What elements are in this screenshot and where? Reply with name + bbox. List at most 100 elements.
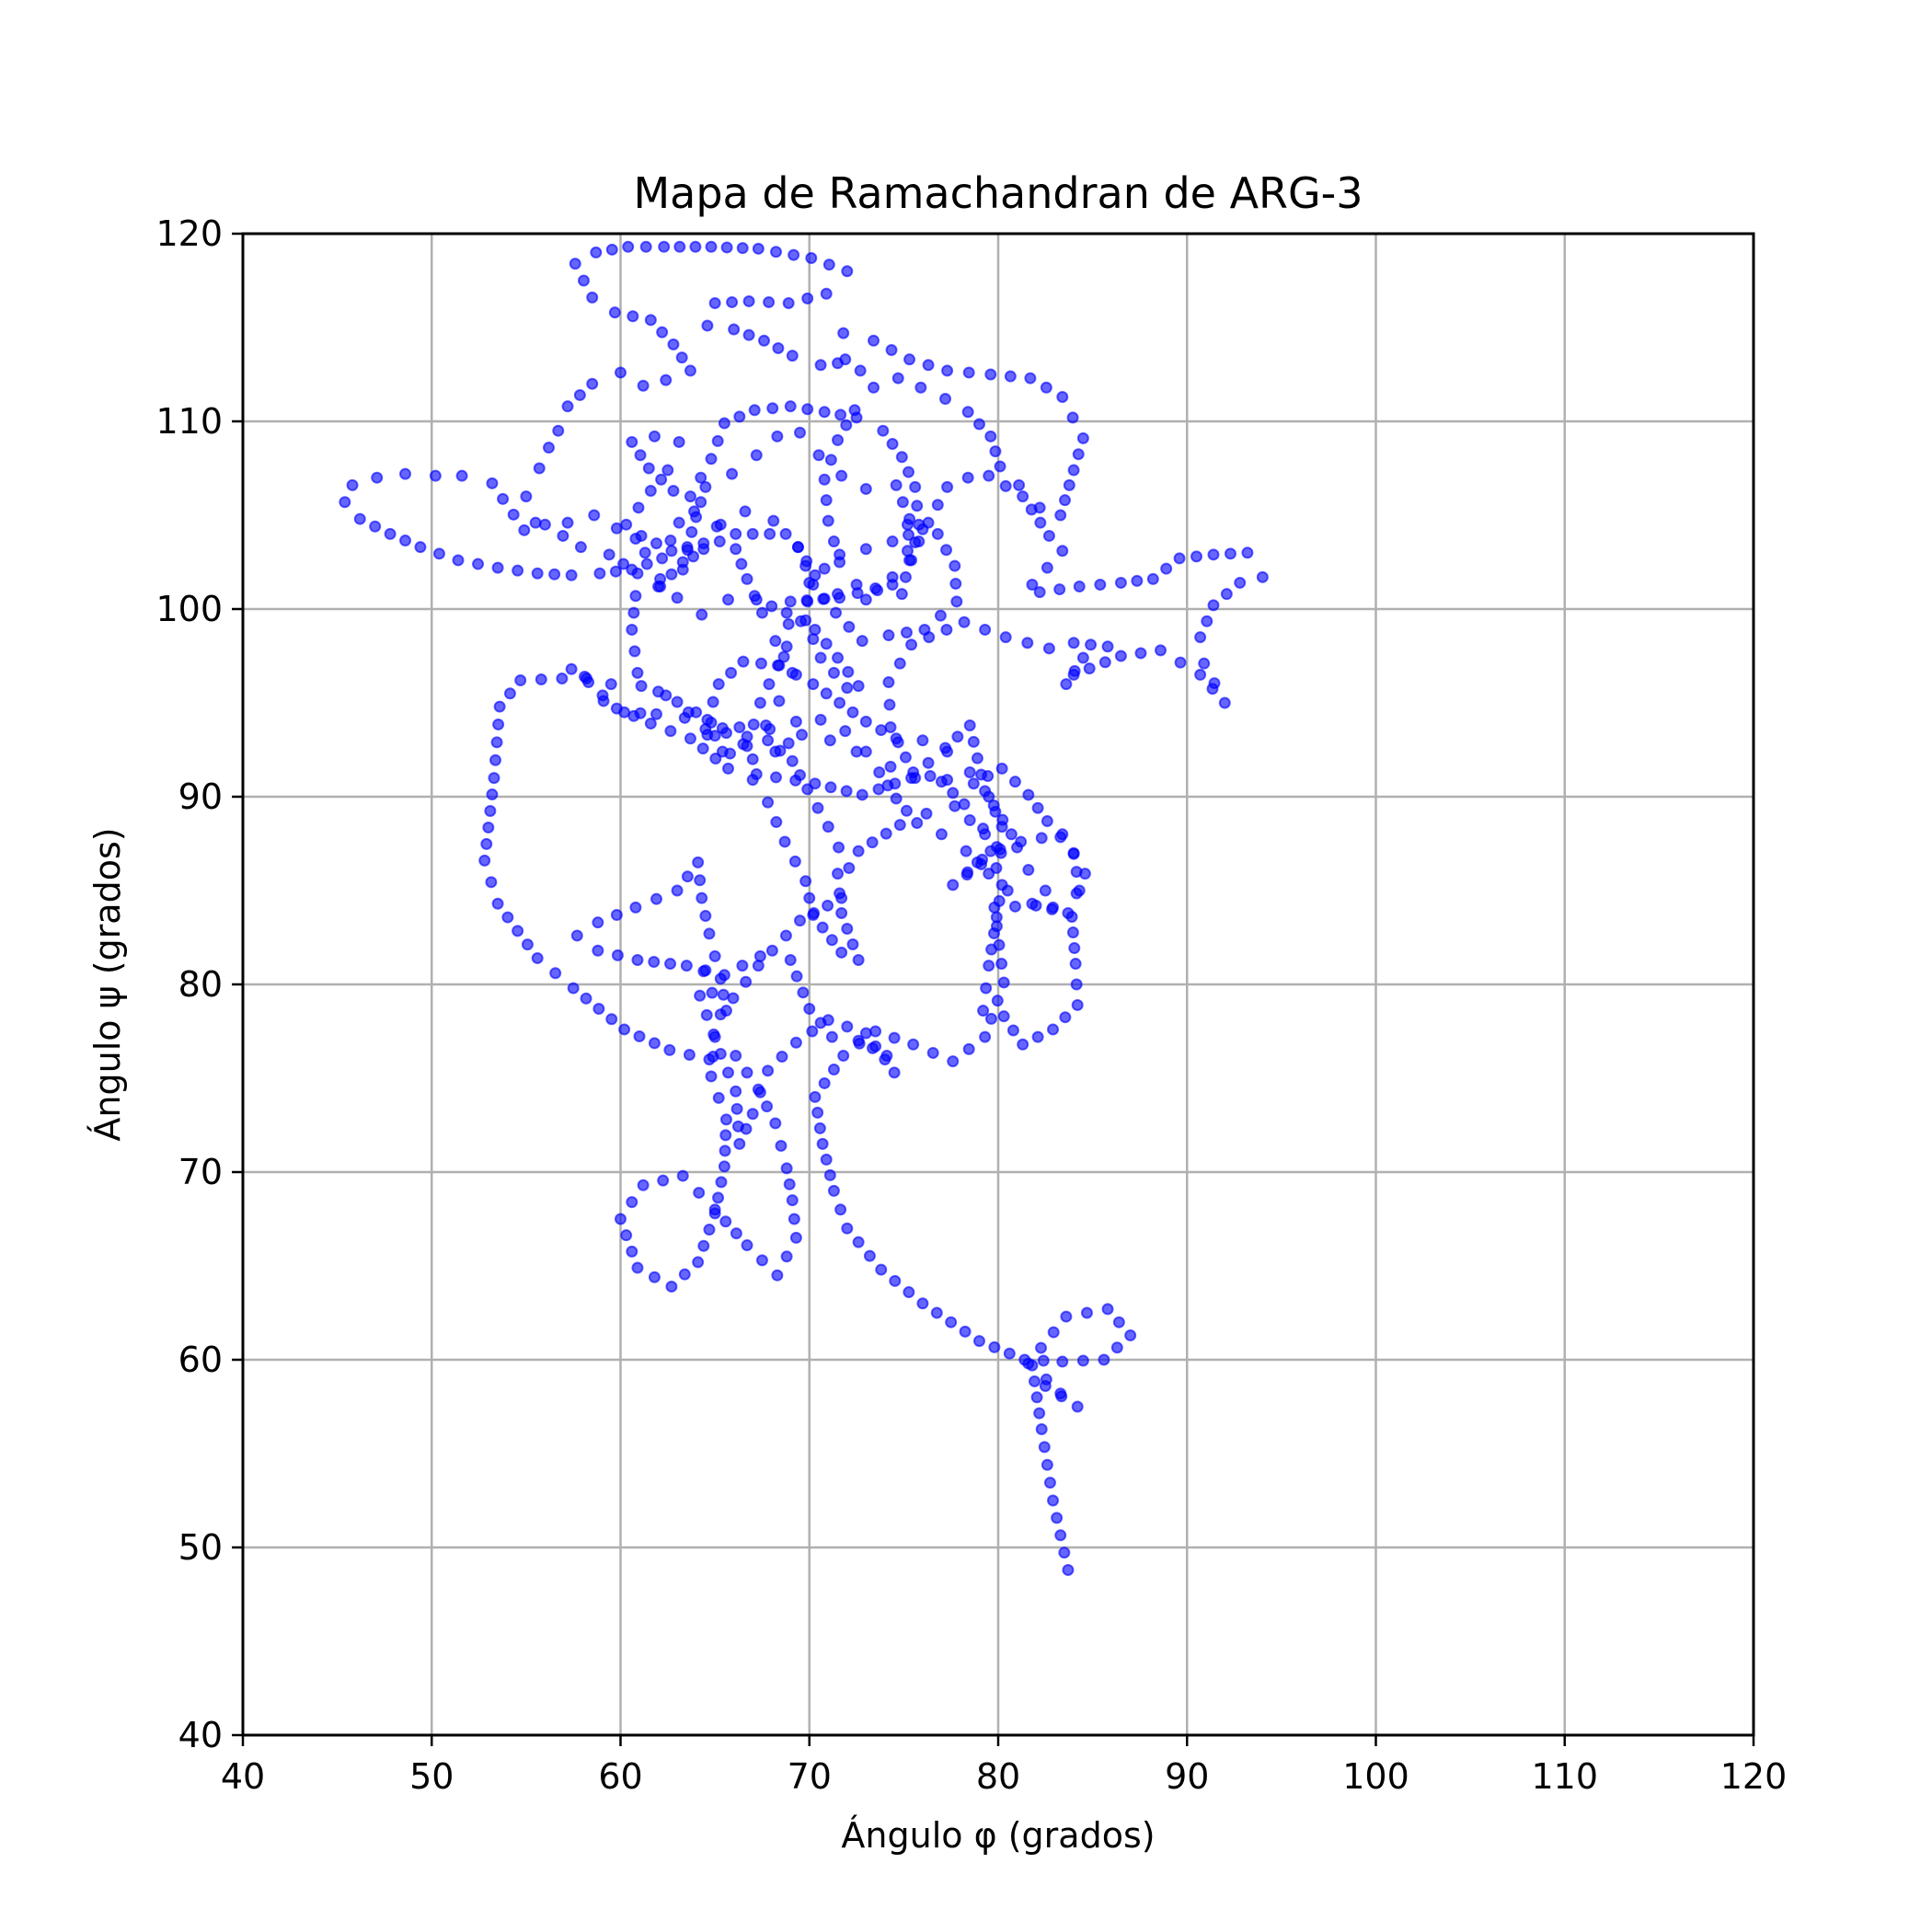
data-point: [789, 668, 802, 681]
data-point: [1076, 651, 1089, 664]
data-point: [531, 567, 544, 580]
data-point: [739, 505, 752, 518]
data-point: [696, 742, 709, 755]
data-point: [565, 569, 578, 581]
data-point: [765, 600, 778, 613]
data-point: [639, 240, 652, 253]
data-point: [820, 494, 833, 507]
data-point: [491, 897, 504, 910]
data-point: [780, 640, 793, 653]
data-point: [592, 916, 604, 929]
data-point: [863, 1249, 876, 1262]
data-point: [991, 995, 1004, 1007]
data-point: [671, 592, 684, 604]
data-point: [879, 1053, 891, 1066]
data-point: [617, 558, 630, 570]
data-point: [793, 769, 806, 782]
data-point: [742, 294, 755, 307]
data-point: [782, 737, 795, 750]
data-point: [997, 1010, 1010, 1023]
data-point: [478, 854, 491, 867]
data-point: [1098, 1353, 1110, 1366]
data-point: [753, 696, 766, 709]
data-point: [656, 326, 669, 339]
data-point: [784, 400, 797, 413]
data-point: [711, 434, 724, 447]
data-point: [793, 426, 806, 439]
data-point: [1004, 370, 1017, 383]
data-point: [717, 988, 730, 1001]
data-point: [1034, 516, 1047, 529]
data-point: [827, 1184, 840, 1197]
data-point: [730, 1050, 742, 1063]
data-point: [1059, 494, 1072, 507]
data-point: [765, 944, 778, 957]
data-point: [588, 509, 601, 522]
data-point: [733, 721, 746, 734]
data-point: [1069, 958, 1082, 971]
data-point: [803, 1003, 816, 1016]
data-point: [918, 623, 931, 636]
data-point: [708, 1207, 721, 1220]
data-point: [941, 480, 954, 493]
data-point: [852, 845, 865, 857]
data-point: [552, 424, 565, 437]
data-point: [850, 578, 863, 591]
data-point: [1173, 552, 1186, 565]
data-point: [779, 527, 792, 540]
data-point: [491, 561, 504, 574]
data-point: [762, 734, 775, 747]
data-point: [972, 1335, 985, 1348]
data-point: [762, 1064, 775, 1077]
data-point: [958, 798, 971, 811]
data-point: [1008, 776, 1021, 788]
data-point: [1098, 656, 1111, 669]
data-point: [1060, 678, 1073, 691]
data-point: [1112, 1316, 1125, 1328]
data-point: [1067, 846, 1080, 859]
data-point: [676, 563, 689, 576]
data-point: [875, 724, 888, 737]
data-point: [841, 1020, 854, 1033]
data-point: [705, 240, 718, 253]
data-point: [1085, 638, 1098, 651]
data-point: [689, 240, 702, 253]
x-tick-label: 60: [598, 1756, 642, 1797]
data-point: [903, 512, 916, 525]
data-point: [806, 1025, 819, 1038]
data-point: [961, 866, 974, 879]
data-point: [1024, 372, 1037, 385]
data-point: [834, 408, 847, 421]
data-point: [1073, 884, 1086, 897]
data-point: [486, 477, 499, 489]
data-point: [1207, 599, 1220, 612]
data-point: [1005, 828, 1018, 841]
data-point: [934, 609, 947, 622]
data-point: [1047, 1326, 1060, 1339]
data-point: [1031, 801, 1044, 814]
data-point: [757, 334, 770, 347]
data-point: [1017, 490, 1029, 503]
data-point: [789, 1036, 802, 1049]
data-point: [700, 1008, 713, 1021]
data-point: [565, 662, 578, 675]
data-point: [518, 523, 531, 536]
data-point: [432, 547, 445, 560]
data-point: [1073, 581, 1086, 593]
data-point: [730, 1085, 742, 1098]
data-point: [615, 1213, 627, 1225]
data-point: [820, 687, 833, 700]
data-point: [650, 892, 662, 905]
data-point: [827, 535, 840, 548]
data-point: [832, 651, 845, 664]
data-point: [733, 1137, 746, 1150]
data-point: [990, 911, 1003, 924]
data-point: [1110, 1341, 1123, 1354]
data-point: [807, 578, 820, 591]
data-point: [720, 241, 733, 254]
data-point: [1124, 1328, 1137, 1341]
data-point: [1146, 572, 1159, 585]
data-point: [660, 374, 673, 386]
data-point: [671, 884, 684, 897]
y-tick-label: 100: [155, 589, 223, 629]
